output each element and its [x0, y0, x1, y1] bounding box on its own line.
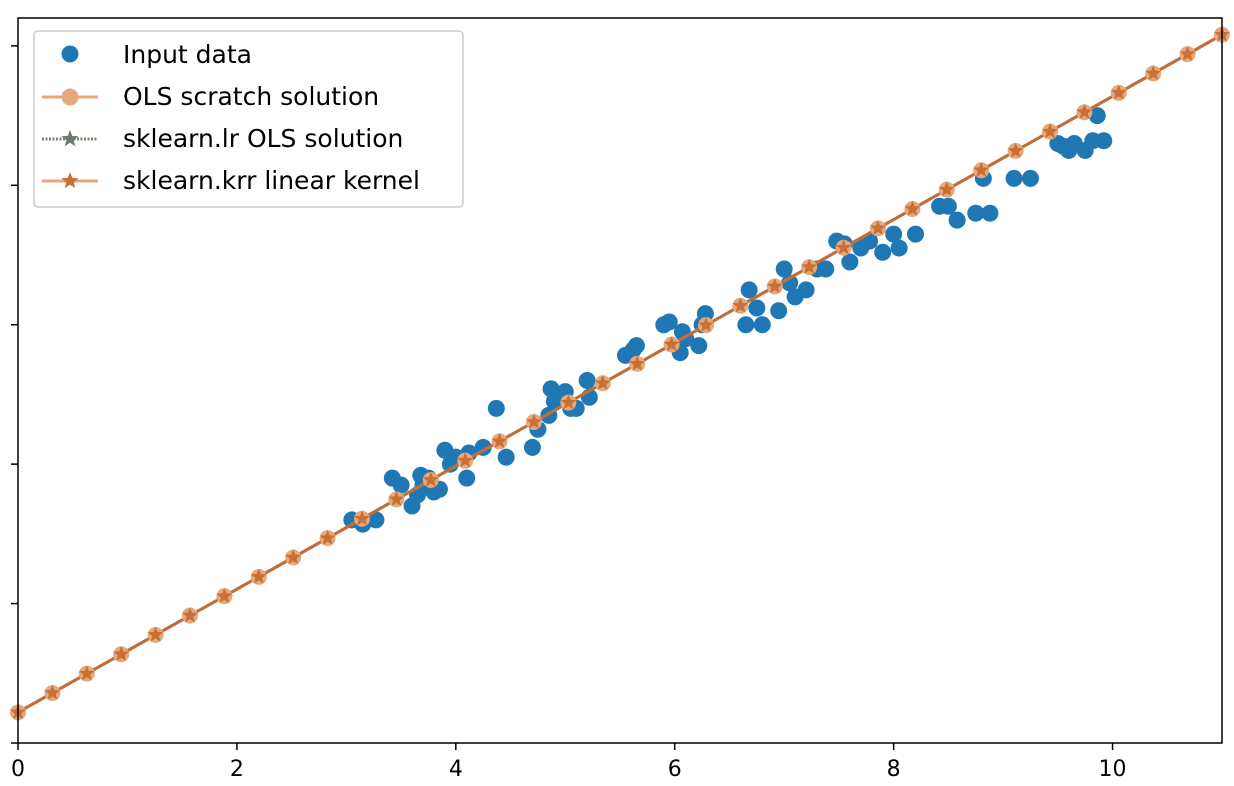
x-tick-label: 2	[230, 757, 244, 782]
data-point	[967, 204, 985, 222]
fit-marker-sklearn-krr	[767, 278, 783, 293]
data-point	[1088, 107, 1106, 125]
data-point	[487, 399, 505, 417]
data-point	[981, 204, 999, 222]
x-tick-label: 6	[668, 757, 682, 782]
fit-marker-sklearn-krr	[491, 433, 508, 448]
fit-marker-sklearn-krr	[560, 394, 577, 410]
data-point	[660, 313, 678, 331]
data-point	[737, 316, 755, 334]
data-point	[1021, 169, 1039, 187]
series-layer	[10, 26, 1230, 721]
fit-marker-sklearn-krr	[44, 684, 61, 700]
data-point	[392, 476, 410, 494]
data-point	[1005, 169, 1023, 187]
data-point	[841, 253, 859, 271]
fit-marker-sklearn-krr	[1179, 46, 1196, 61]
data-point	[1095, 132, 1113, 150]
fit-marker-sklearn-krr	[526, 413, 542, 429]
fit-marker-sklearn-krr	[904, 200, 921, 216]
data-point	[885, 225, 903, 243]
x-tick-label: 8	[887, 757, 901, 782]
legend-box	[33, 30, 464, 208]
fit-marker-sklearn-krr	[870, 220, 886, 235]
fit-marker-sklearn-krr	[835, 239, 852, 255]
data-point	[748, 299, 766, 317]
data-point	[781, 274, 799, 292]
legend-label-sklearn-krr: sklearn.krr linear kernel	[123, 166, 420, 195]
data-point	[817, 260, 835, 278]
legend-item-sklearn-lr: sklearn.lr OLS solution	[42, 124, 403, 153]
legend-item-input-data: Input data	[61, 40, 252, 69]
data-point	[545, 392, 563, 410]
legend-item-ols-scratch: OLS scratch solution	[42, 82, 379, 111]
legend-marker-ols-scratch	[61, 88, 79, 106]
data-point	[890, 239, 908, 257]
fit-marker-sklearn-krr	[698, 317, 714, 332]
data-point	[497, 448, 515, 466]
fit-marker-sklearn-krr	[251, 568, 267, 584]
data-point	[874, 243, 892, 261]
data-point	[523, 438, 541, 456]
data-point	[578, 372, 596, 389]
data-point	[740, 281, 758, 299]
data-point	[948, 211, 966, 229]
fit-marker-sklearn-krr	[354, 510, 370, 526]
axis-layer: 0 2 4 6 8 10	[11, 45, 1127, 782]
fit-marker-sklearn-krr	[457, 452, 473, 468]
fit-marker-sklearn-krr	[216, 588, 233, 603]
x-tick-label: 0	[11, 757, 25, 782]
fit-marker-sklearn-krr	[1007, 142, 1024, 158]
data-point	[690, 337, 708, 355]
data-point	[770, 302, 788, 320]
legend-label-sklearn-lr: sklearn.lr OLS solution	[123, 124, 403, 153]
fit-marker-sklearn-krr	[1145, 65, 1161, 80]
fit-marker-sklearn-krr	[629, 355, 645, 371]
fit-marker-sklearn-krr	[388, 491, 405, 506]
data-point	[696, 305, 714, 323]
fit-marker-sklearn-krr	[1111, 84, 1127, 100]
legend-label-input-data: Input data	[123, 40, 252, 69]
fit-marker-sklearn-krr	[973, 162, 989, 177]
data-point	[939, 197, 957, 215]
fit-marker-sklearn-krr	[595, 375, 611, 390]
x-tick-label: 10	[1099, 757, 1127, 782]
fit-marker-sklearn-krr	[939, 181, 955, 197]
fit-marker-sklearn-krr	[1042, 123, 1058, 139]
plot-frame	[17, 17, 1223, 744]
data-point	[753, 316, 771, 334]
fit-marker-sklearn-krr	[801, 259, 817, 274]
legend-marker-input-data	[61, 45, 79, 63]
data-point	[458, 469, 476, 487]
data-point	[797, 281, 815, 299]
legend-marker-sklearn-krr	[61, 172, 79, 189]
fit-marker-sklearn-krr	[113, 646, 129, 661]
legend-marker-sklearn-lr	[61, 130, 79, 147]
fit-marker-sklearn-krr	[1076, 104, 1093, 119]
legend-item-sklearn-krr: sklearn.krr linear kernel	[42, 166, 420, 195]
data-point	[775, 260, 793, 278]
fit-marker-sklearn-krr	[319, 530, 336, 545]
fit-marker-sklearn-krr	[79, 665, 95, 681]
legend-label-ols-scratch: OLS scratch solution	[123, 82, 379, 111]
data-point	[367, 511, 385, 529]
fit-marker-sklearn-krr	[423, 472, 439, 487]
fit-marker-sklearn-krr	[732, 297, 749, 313]
x-tick-label: 4	[449, 757, 463, 782]
legend: Input data OLS scratch solution sklearn.…	[33, 30, 464, 208]
data-point	[627, 337, 645, 355]
fit-marker-sklearn-krr	[147, 626, 164, 642]
data-point	[907, 225, 925, 243]
fit-marker-sklearn-krr	[182, 607, 198, 622]
fit-marker-sklearn-krr	[663, 336, 680, 351]
fit-marker-sklearn-krr	[285, 549, 301, 564]
